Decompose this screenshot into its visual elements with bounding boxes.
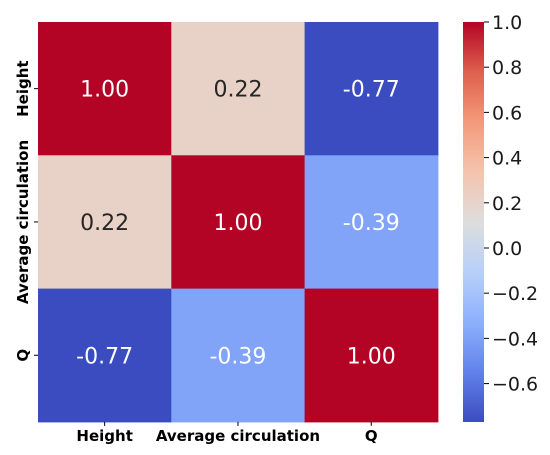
heatmap-cell (171, 22, 306, 156)
cell-value-label: 1.00 (347, 344, 396, 369)
heatmap-cell (304, 288, 439, 423)
x-tick-label: Height (76, 427, 132, 445)
colorbar-gradient (463, 22, 484, 422)
y-tick-label: Q (14, 349, 32, 362)
colorbar-tick-label: 0.4 (492, 148, 522, 170)
cell-value-label: 1.00 (213, 211, 262, 236)
y-tick-label: Height (14, 60, 32, 116)
colorbar-tick-label: 0.0 (492, 238, 522, 260)
x-tick-label: Q (365, 427, 378, 445)
heatmap-cell (304, 22, 439, 156)
cell-value-label: 1.00 (80, 78, 129, 103)
heatmap-cell-labels: 1.00 0.22 -0.77 0.22 1.00 -0.39 -0.77 -0.39 1.00 (76, 78, 400, 370)
colorbar-tick-label: −0.2 (492, 283, 538, 305)
colorbar: 1.0 0.8 0.6 0.4 0.2 0.0 −0.2 −0.4 −0.6 (463, 12, 538, 422)
colorbar-ticks: 1.0 0.8 0.6 0.4 0.2 0.0 −0.2 −0.4 −0.6 (484, 12, 538, 396)
heatmap-cell (38, 288, 172, 423)
heatmap-cell (304, 155, 439, 290)
cell-value-label: -0.39 (209, 344, 266, 369)
heatmap-cell (38, 22, 172, 156)
x-tick-label: Average circulation (156, 427, 320, 445)
colorbar-tick-label: −0.4 (492, 328, 538, 350)
cell-value-label: 0.22 (213, 78, 262, 103)
colorbar-tick-label: −0.6 (492, 374, 538, 396)
cell-value-label: -0.39 (343, 211, 400, 236)
cell-value-label: -0.77 (76, 344, 133, 369)
heatmap-cell (171, 288, 306, 423)
colorbar-tick-label: 0.2 (492, 193, 522, 215)
colorbar-tick-label: 1.0 (492, 12, 522, 34)
heatmap-cells (38, 22, 439, 423)
colorbar-tick-label: 0.8 (492, 57, 522, 79)
cell-value-label: 0.22 (80, 211, 129, 236)
colorbar-tick-label: 0.6 (492, 102, 522, 124)
y-axis: Height Average circulation Q (14, 60, 38, 362)
cell-value-label: -0.77 (343, 78, 400, 103)
y-tick-label: Average circulation (14, 140, 32, 304)
heatmap-cell (171, 155, 306, 290)
x-axis: Height Average circulation Q (76, 421, 378, 445)
heatmap-cell (38, 155, 172, 290)
